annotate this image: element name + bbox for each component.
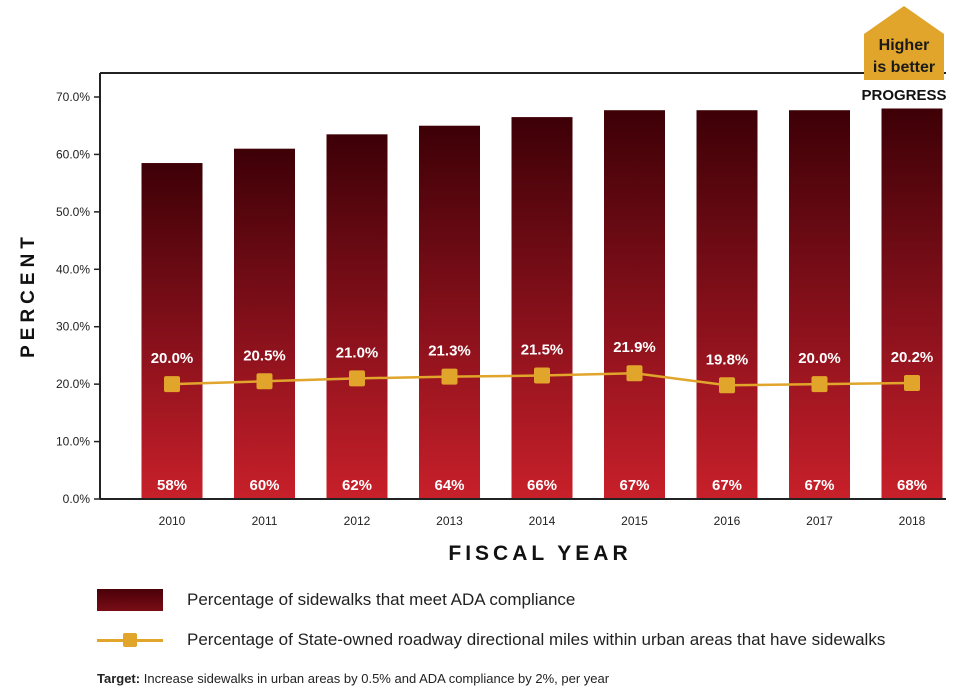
y-tick-label: 50.0%: [56, 205, 90, 219]
bar: [326, 134, 388, 500]
line-point: [719, 377, 735, 394]
x-tick-label: 2012: [344, 514, 371, 528]
target-text: Increase sidewalks in urban areas by 0.5…: [143, 671, 610, 686]
y-tick-label: 40.0%: [56, 262, 90, 276]
bar: [419, 125, 480, 499]
x-axis-title: FISCAL YEAR: [448, 542, 631, 565]
bar-data-label: 62%: [342, 477, 372, 494]
y-tick-label: 0.0%: [63, 492, 91, 506]
bar-data-label: 67%: [619, 477, 649, 494]
x-tick-label: 2010: [159, 514, 186, 528]
bar: [881, 108, 943, 499]
line-data-label: 20.0%: [798, 350, 841, 367]
line-data-label: 20.5%: [243, 347, 286, 364]
badge-progress: PROGRESS: [861, 87, 946, 104]
x-tick-label: 2011: [252, 514, 278, 528]
badge-line1: Higher: [879, 37, 930, 54]
line-data-label: 20.0%: [151, 350, 194, 367]
x-tick-label: 2017: [806, 514, 833, 528]
line-point: [441, 368, 458, 385]
legend-label-bars: Percentage of sidewalks that meet ADA co…: [187, 590, 576, 609]
legend-item-line: Percentage of State-owned roadway direct…: [97, 626, 885, 654]
line-point: [534, 367, 550, 384]
y-tick-label: 60.0%: [56, 147, 90, 161]
y-axis-title: PERCENT: [18, 232, 39, 358]
x-tick-label: 2018: [899, 514, 926, 528]
legend-label-line: Percentage of State-owned roadway direct…: [187, 630, 886, 649]
arrow-up-icon: [864, 6, 944, 80]
bar: [789, 110, 850, 500]
line-point: [904, 374, 920, 391]
bar-data-label: 67%: [804, 477, 834, 494]
legend-item-bars: Percentage of sidewalks that meet ADA co…: [97, 586, 575, 614]
line-point: [164, 376, 180, 393]
x-tick-label: 2013: [436, 514, 463, 528]
line-data-label: 21.9%: [613, 339, 656, 356]
bar-data-label: 66%: [527, 477, 557, 494]
bar-data-label: 58%: [157, 477, 187, 494]
bar: [696, 110, 758, 500]
line-data-label: 21.3%: [428, 343, 471, 360]
bar: [604, 110, 665, 500]
y-tick-label: 70.0%: [56, 90, 90, 104]
line-data-label: 21.5%: [521, 342, 564, 359]
line-data-label: 21.0%: [336, 344, 379, 361]
bar: [141, 163, 203, 500]
target-label: Target:: [97, 671, 141, 686]
line-data-label: 19.8%: [706, 351, 749, 368]
x-tick-label: 2014: [529, 514, 556, 528]
bar-data-label: 68%: [897, 477, 927, 494]
bar-data-label: 64%: [434, 477, 464, 494]
line-point: [626, 365, 643, 382]
bar-data-label: 60%: [249, 477, 279, 494]
bar-data-label: 67%: [712, 477, 742, 494]
badge-line2: is better: [873, 59, 935, 76]
x-tick-label: 2016: [714, 514, 741, 528]
line-point: [811, 376, 828, 393]
legend-bar-swatch: [97, 589, 163, 611]
target-note: Target: Increase sidewalks in urban area…: [97, 671, 609, 686]
y-tick-label: 20.0%: [56, 377, 90, 391]
bar: [234, 148, 295, 499]
legend-line-swatch: [97, 629, 163, 651]
bar: [511, 117, 573, 499]
x-tick-label: 2015: [621, 514, 648, 528]
higher-is-better-badge: Higher is better PROGRESS: [861, 6, 947, 104]
line-data-label: 20.2%: [891, 349, 934, 366]
y-tick-label: 30.0%: [56, 320, 90, 334]
line-point: [349, 370, 365, 387]
y-tick-label: 10.0%: [56, 435, 90, 449]
line-point: [256, 373, 273, 390]
